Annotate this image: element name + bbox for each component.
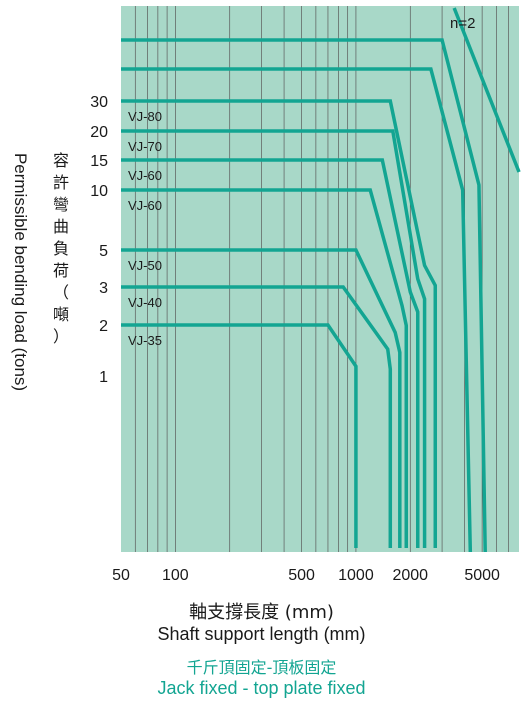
x-tick-label: 100 <box>162 567 189 584</box>
y-tick-label: 3 <box>99 280 108 297</box>
series-line <box>121 129 427 548</box>
annotation-n: n=2 <box>450 15 475 32</box>
caption-en: Jack fixed - top plate fixed <box>157 678 366 698</box>
series-label: VJ-40 <box>128 295 162 310</box>
series-label: VJ-35 <box>128 333 162 348</box>
series-line <box>121 285 393 548</box>
x-axis-label-cjk: 軸支撐長度 (mm) <box>189 602 334 623</box>
series-line <box>121 99 438 548</box>
y-axis-label-char: 噸 <box>52 305 69 324</box>
y-axis-label-char: 容 <box>52 151 69 170</box>
y-axis-label-char: 負 <box>52 239 69 258</box>
series-line <box>121 248 402 548</box>
y-tick-label: 1 <box>99 369 108 386</box>
x-tick-label: 2000 <box>392 567 428 584</box>
x-tick-label: 50 <box>112 567 130 584</box>
series-line <box>121 323 358 548</box>
x-tick-label: 5000 <box>464 567 500 584</box>
y-tick-label: 30 <box>90 94 108 111</box>
series-label: VJ-60 <box>128 198 162 213</box>
y-axis-label-char: ） <box>52 327 69 346</box>
series-label: VJ-80 <box>128 109 162 124</box>
x-tick-label: 500 <box>288 567 315 584</box>
x-tick-label: 1000 <box>338 567 374 584</box>
plot-area <box>121 6 519 552</box>
y-axis-label-char: 荷 <box>52 261 69 280</box>
y-axis-label-char: （ <box>52 283 69 302</box>
series-line <box>121 188 409 548</box>
y-tick-label: 20 <box>90 124 108 141</box>
x-axis-label: Shaft support length (mm) <box>157 624 366 644</box>
y-axis-label-cjk: 容許彎曲負荷 （ 噸 ） <box>50 150 72 348</box>
y-tick-label: 10 <box>90 183 108 200</box>
series-label: VJ-60 <box>128 168 162 183</box>
y-tick-label: 5 <box>99 243 108 260</box>
curve-top-right <box>452 7 521 173</box>
y-axis-label-char: 彎 <box>52 195 69 214</box>
y-tick-label: 15 <box>90 153 108 170</box>
y-axis-label-char: 許 <box>52 173 69 192</box>
series-line <box>121 158 420 548</box>
series-label: VJ-70 <box>128 139 162 154</box>
y-axis-label: Permissible bending load (tons) <box>11 152 30 392</box>
series-label: VJ-50 <box>128 258 162 273</box>
caption-cjk: 千斤頂固定-頂板固定 <box>186 658 337 677</box>
y-tick-label: 2 <box>99 318 108 335</box>
curve-unlabelled <box>121 67 473 553</box>
curve-unlabelled <box>121 38 487 553</box>
y-axis-label-char: 曲 <box>52 217 69 236</box>
